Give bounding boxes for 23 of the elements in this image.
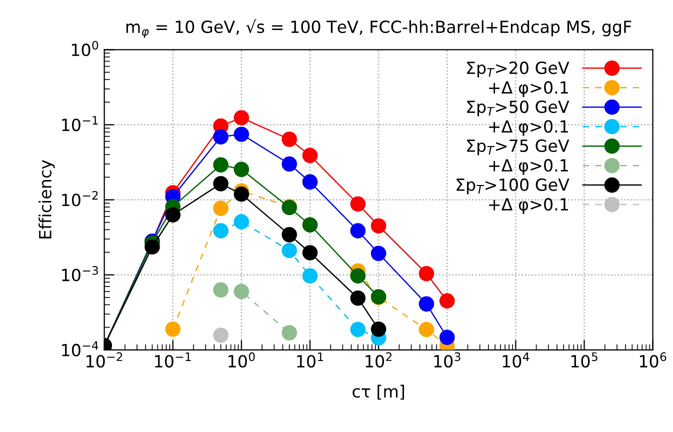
- legend-label: +Δ φ>0.1: [489, 81, 568, 97]
- y-tick-label: 10$^{−1}$: [62, 116, 98, 132]
- x-tick-label: 10$^{5}$: [571, 352, 598, 368]
- y-tick-label: 10$^{0}$: [72, 40, 98, 56]
- x-tick-label: 10$^{6}$: [640, 352, 666, 368]
- chart-title: m$_{φ}$ = 10 GeV, √s = 100 TeV, FCC-hh:Barrel+Endcap MS, ggF: [126, 19, 632, 38]
- y-axis-title: Efficiency: [38, 160, 55, 238]
- y-tick-label: 10$^{−3}$: [62, 266, 98, 282]
- legend-label: Σp$_{T}$>20 GeV: [467, 62, 570, 78]
- x-tick-label: 10$^{1}$: [297, 352, 324, 368]
- x-tick-label: 10$^{4}$: [502, 352, 530, 368]
- legend-label: +Δ φ>0.1: [489, 198, 568, 214]
- x-tick-label: 10$^{2}$: [366, 352, 392, 368]
- x-tick-label: 10$^{0}$: [228, 352, 255, 368]
- legend-label: Σp$_{T}$>75 GeV: [467, 139, 570, 156]
- x-tick-label: 10$^{−1}$: [155, 352, 191, 368]
- x-axis-title: cτ [m]: [352, 384, 404, 400]
- legend-label: Σp$_{T}$>100 GeV: [456, 178, 570, 194]
- legend-label: +Δ φ>0.1: [489, 120, 568, 136]
- legend-label: Σp$_{T}$>50 GeV: [467, 100, 570, 116]
- legend-label: +Δ φ>0.1: [489, 159, 568, 175]
- x-tick-label: 10$^{3}$: [434, 352, 460, 368]
- y-tick-label: 10$^{−2}$: [62, 190, 98, 206]
